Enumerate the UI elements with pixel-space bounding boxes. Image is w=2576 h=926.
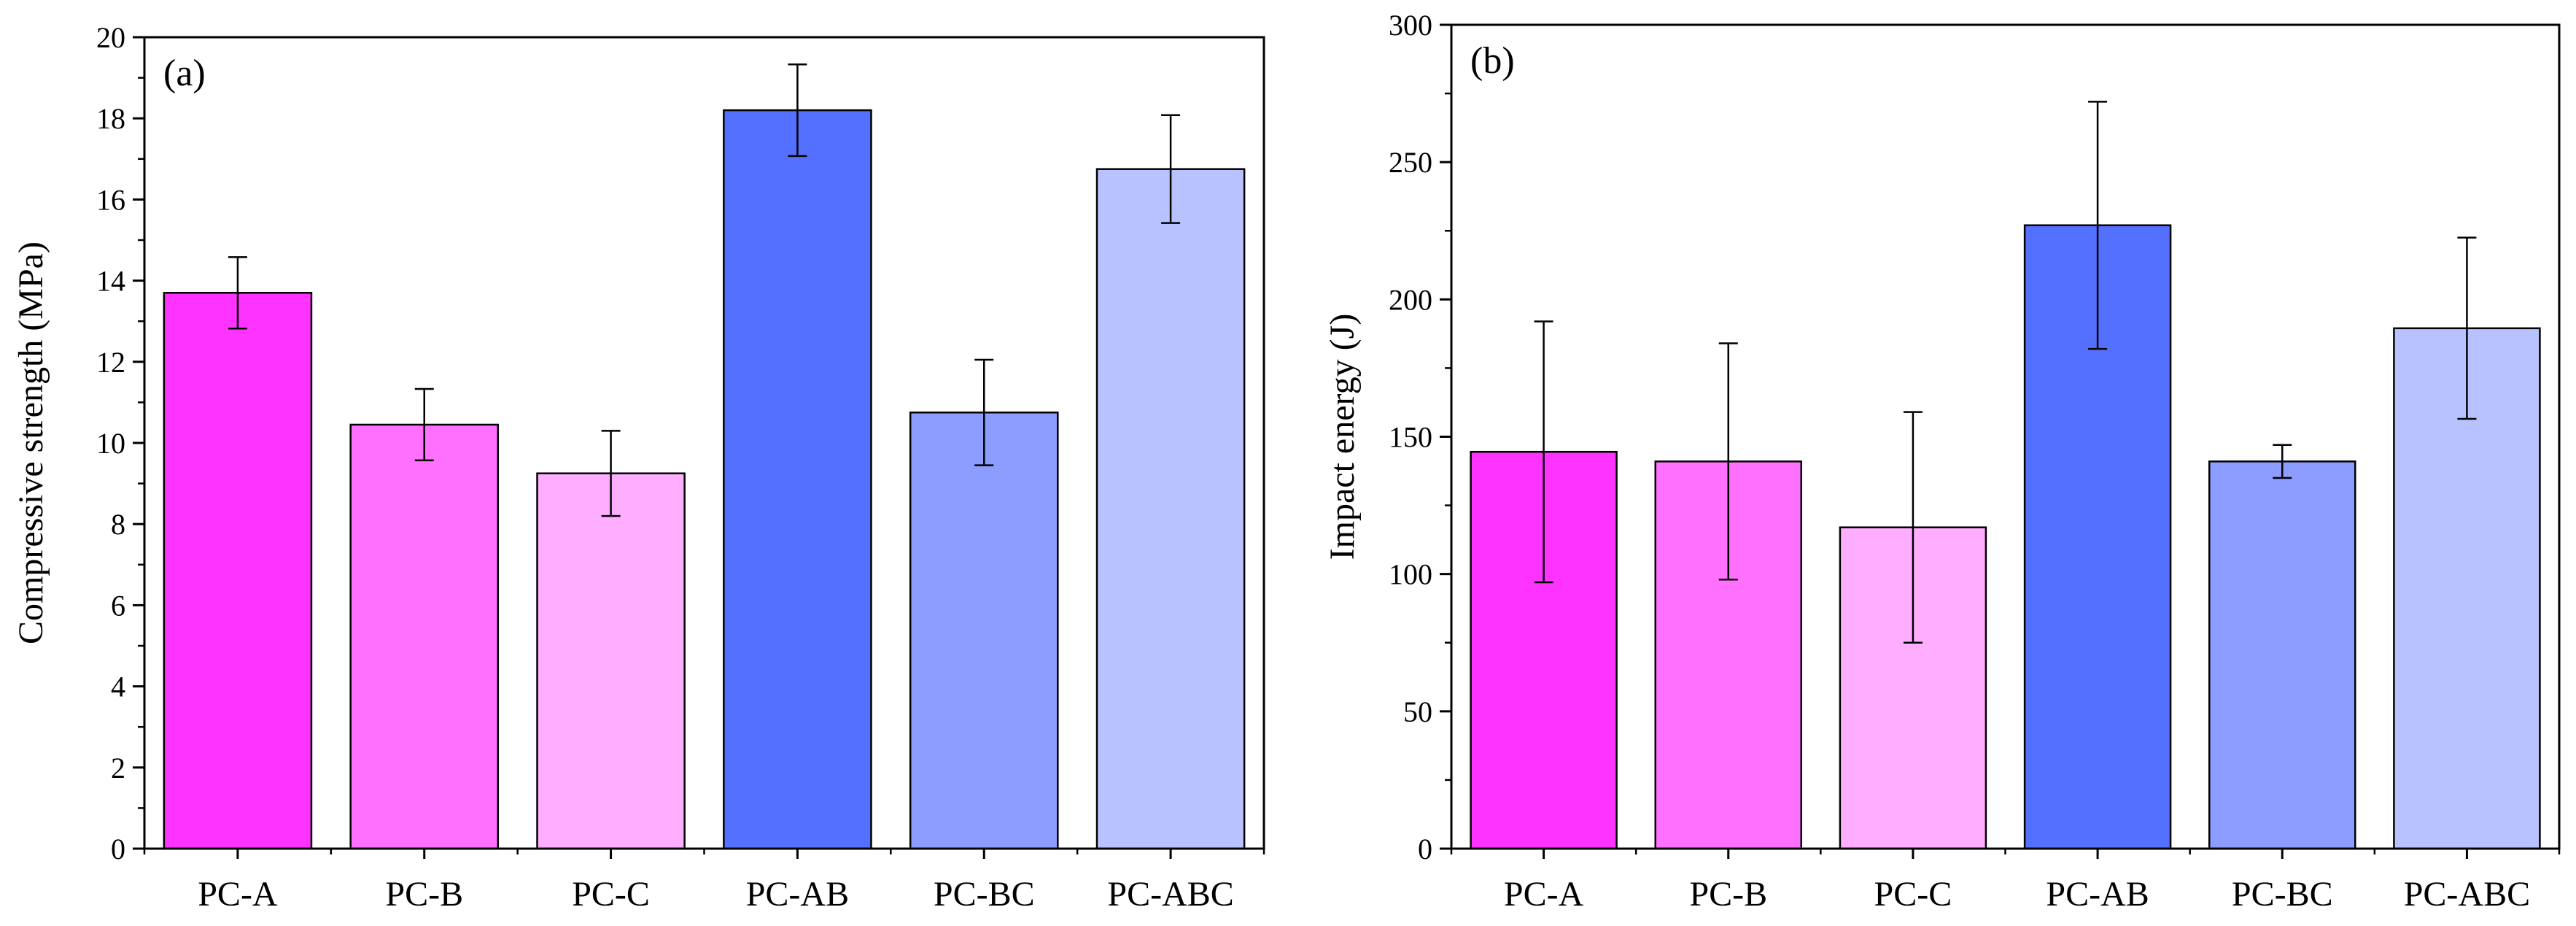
x-tick-label: PC-BC [934, 875, 1035, 914]
panel-label: (a) [163, 53, 206, 94]
y-axis-title: Impact energy (J) [1323, 314, 1362, 560]
bar-group-3 [2023, 101, 2172, 850]
chart-panel-a: PC-A PC-B PC-C PC-AB PC-BC PC-ABC 0 2 4 6 8 10 12 14 1… [12, 21, 1265, 914]
x-tick-label: PC-AB [2046, 875, 2149, 914]
bar [2208, 460, 2356, 850]
bar-group-3 [723, 63, 872, 850]
bar-group-2 [1839, 411, 1987, 850]
x-tick-label: PC-BC [2232, 875, 2333, 914]
y-tick-label: 2 [111, 752, 125, 784]
x-tick-label: PC-ABC [2404, 875, 2530, 914]
y-tick-label: 300 [1389, 9, 1432, 42]
bar [909, 412, 1059, 850]
y-tick-label: 12 [96, 346, 125, 379]
bar-group-1 [349, 387, 500, 850]
y-tick-label: 20 [96, 21, 125, 54]
bar [349, 423, 500, 850]
y-axis-title: Compressive strength (MPa) [12, 242, 50, 644]
x-tick-label: PC-AB [746, 875, 849, 914]
bar-group-0 [163, 256, 313, 850]
y-tick-label: 100 [1389, 558, 1432, 591]
x-tick-label: PC-A [198, 875, 278, 914]
y-tick-label: 8 [111, 508, 125, 541]
plot-frame [143, 36, 1265, 850]
y-tick-label: 4 [111, 671, 125, 703]
y-tick-label: 14 [96, 265, 125, 298]
y-tick-label: 16 [96, 183, 125, 216]
bar [163, 292, 313, 850]
bar [536, 472, 686, 850]
y-tick-label: 150 [1389, 421, 1432, 454]
y-tick-label: 6 [111, 589, 125, 622]
bar-group-5 [2393, 236, 2541, 850]
bar-group-4 [2208, 444, 2356, 850]
bar-group-1 [1654, 342, 1803, 850]
y-tick-label: 0 [111, 833, 125, 865]
y-tick-label: 250 [1389, 146, 1432, 179]
bar [723, 109, 872, 850]
y-tick-label: 50 [1403, 695, 1432, 728]
bar-group-4 [909, 358, 1059, 850]
chart-panel-b: PC-A PC-B PC-C PC-AB PC-BC PC-ABC 0 50 100 150 200… [1323, 9, 2561, 914]
x-tick-label: PC-C [572, 875, 650, 914]
bar [1095, 168, 1246, 850]
x-tick-label: PC-B [1689, 875, 1767, 914]
x-tick-label: PC-A [1504, 875, 1584, 914]
bar-group-0 [1470, 320, 1618, 850]
y-tick-label: 18 [96, 102, 125, 135]
y-tick-label: 10 [96, 427, 125, 460]
bar-group-5 [1095, 114, 1246, 850]
y-tick-label: 0 [1418, 833, 1432, 865]
plot-frame [1450, 23, 2561, 850]
x-tick-label: PC-B [385, 875, 463, 914]
panel-label: (b) [1470, 40, 1515, 82]
x-tick-label: PC-ABC [1107, 875, 1233, 914]
x-tick-label: PC-C [1874, 875, 1952, 914]
y-tick-label: 200 [1389, 283, 1432, 316]
bar-group-2 [536, 430, 686, 850]
